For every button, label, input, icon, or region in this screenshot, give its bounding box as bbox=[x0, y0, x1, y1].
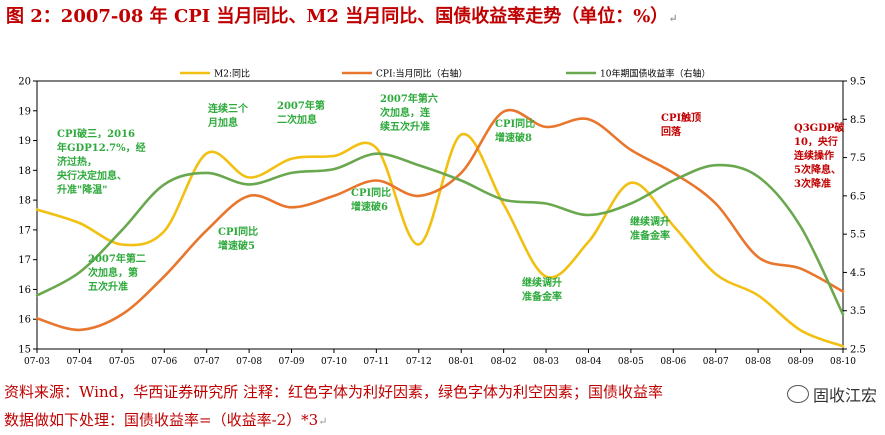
x-tick-label: 07-11 bbox=[363, 357, 389, 367]
x-tick-label: 07-03 bbox=[24, 357, 50, 367]
annotation-line: 升准"降温" bbox=[57, 183, 107, 196]
annotation-line: 续五次升准 bbox=[380, 120, 430, 133]
right-tick-label: 8.5 bbox=[850, 115, 866, 126]
annotation-line: 2007年第六 bbox=[380, 92, 438, 105]
left-tick-label: 19 bbox=[18, 106, 31, 117]
annotation-line: 央行决定加息、 bbox=[57, 169, 127, 182]
annotation-line: 济过热， bbox=[57, 155, 97, 168]
annotation-line: 增速破5 bbox=[218, 239, 255, 252]
x-tick-label: 07-05 bbox=[109, 357, 135, 367]
right-tick-label: 6.5 bbox=[850, 191, 866, 202]
right-tick-label: 7.5 bbox=[850, 153, 866, 164]
x-tick-label: 08-10 bbox=[830, 357, 856, 367]
annotation-line: 增速破8 bbox=[495, 131, 532, 144]
x-tick-label: 08-09 bbox=[788, 357, 814, 367]
annotation-line: 继续调升 bbox=[630, 215, 670, 228]
source-note: 资料来源：Wind，华西证券研究所 注释：红色字体为利好因素，绿色字体为利空因素… bbox=[4, 383, 663, 401]
annotation-line: 五次升准 bbox=[88, 280, 128, 293]
annotation-line: 3次降准 bbox=[794, 177, 831, 190]
paragraph-mark-icon: ↵ bbox=[318, 415, 328, 428]
watermark: 固收江宏 bbox=[782, 382, 881, 406]
annotation-line: 10，央行 bbox=[794, 135, 838, 148]
left-tick-label: 17 bbox=[18, 255, 31, 266]
x-tick-label: 07-09 bbox=[279, 357, 305, 367]
x-tick-label: 07-10 bbox=[321, 357, 347, 367]
annotation-line: CPI同比 bbox=[351, 186, 391, 199]
left-tick-label: 16 bbox=[18, 315, 31, 326]
x-tick-label: 07-12 bbox=[406, 357, 432, 367]
left-tick-label: 20 bbox=[18, 77, 31, 88]
left-tick-label: 15 bbox=[18, 345, 31, 356]
m2-line bbox=[35, 132, 845, 348]
plot-frame bbox=[36, 80, 844, 350]
annotation-line: CPI触顶 bbox=[661, 111, 701, 124]
annotation-line: 连续三个 bbox=[208, 102, 249, 115]
annotation-line: 连续操作 bbox=[794, 149, 834, 162]
annotation-line: Q3GDP破 bbox=[794, 121, 844, 134]
annotation-line: 5次降息、 bbox=[794, 163, 841, 176]
wechat-icon bbox=[786, 385, 809, 403]
annotation-line: CPI同比 bbox=[495, 117, 535, 130]
x-tick-label: 08-05 bbox=[618, 357, 644, 367]
annotation-line: 准备金率 bbox=[522, 290, 562, 303]
annotation-line: 次加息，连 bbox=[380, 106, 431, 119]
x-tick-label: 07-06 bbox=[151, 357, 177, 367]
x-tick-label: 08-08 bbox=[745, 357, 771, 367]
annotation-line: 继续调升 bbox=[522, 276, 562, 289]
legend-m2-label: M2:同比 bbox=[214, 68, 250, 80]
annotation-line: 次加息，第 bbox=[88, 266, 138, 279]
chart: 15 16 16 17 17 18 18 19 19 20 2.5 3.5 4.5 5.5 6.5 7.5 8.… bbox=[18, 68, 866, 368]
left-tick-label: 18 bbox=[18, 166, 31, 177]
watermark-text: 固收江宏 bbox=[812, 386, 877, 405]
annotation-line: 回落 bbox=[661, 125, 682, 138]
annotation-line: 准备金率 bbox=[630, 229, 670, 242]
cpi-line bbox=[35, 108, 845, 332]
left-tick-label: 19 bbox=[18, 136, 31, 147]
right-tick-label: 5.5 bbox=[850, 230, 866, 241]
annotation-line: 2007年第二 bbox=[88, 252, 146, 265]
right-tick-label: 3.5 bbox=[850, 306, 866, 317]
annotation-line: 增速破6 bbox=[351, 200, 388, 213]
bond-yield-line bbox=[35, 152, 845, 316]
chart-title: 图 2：2007-08 年 CPI 当月同比、M2 当月同比、国债收益率走势（单… bbox=[6, 6, 678, 27]
left-tick-label: 18 bbox=[18, 196, 31, 207]
x-tick-label: 08-06 bbox=[660, 357, 686, 367]
annotation-line: 年GDP12.7%，经 bbox=[57, 141, 146, 154]
annotation-line: 月加息 bbox=[207, 116, 238, 129]
right-tick-label: 2.5 bbox=[850, 345, 866, 356]
x-tick-label: 08-07 bbox=[703, 357, 729, 367]
x-tick-label: 08-04 bbox=[575, 357, 601, 367]
x-tick-label: 08-03 bbox=[533, 357, 559, 367]
paragraph-mark-icon: ↵ bbox=[668, 12, 678, 25]
legend-bond-label: 10年期国债收益率（右轴） bbox=[600, 68, 710, 80]
annotation-line: 二次加息 bbox=[277, 113, 317, 126]
left-tick-label: 16 bbox=[18, 285, 31, 296]
annotation-line: 2007年第 bbox=[277, 99, 325, 112]
right-tick-label: 9.5 bbox=[850, 77, 866, 88]
legend-cpi-label: CPI:当月同比（右轴） bbox=[376, 68, 468, 80]
x-tick-label: 07-04 bbox=[66, 357, 92, 367]
x-tick-label: 07-07 bbox=[194, 357, 220, 367]
annotation-line: CPI破三，2016 bbox=[57, 127, 135, 140]
right-tick-label: 4.5 bbox=[850, 268, 866, 279]
annotation-line: CPI同比 bbox=[218, 225, 258, 238]
x-tick-label: 07-08 bbox=[236, 357, 262, 367]
left-tick-label: 17 bbox=[18, 225, 31, 236]
processing-note: 数据做如下处理：国债收益率=（收益率-2）*3↵ bbox=[4, 411, 328, 429]
x-tick-label: 08-01 bbox=[448, 357, 474, 367]
x-tick-label: 08-02 bbox=[491, 357, 517, 367]
